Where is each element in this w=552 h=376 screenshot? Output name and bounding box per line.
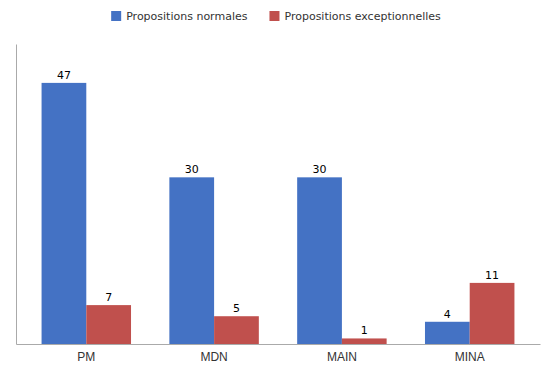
x-tick-label: PM (77, 350, 95, 364)
legend: Propositions normales Propositions except… (111, 10, 441, 23)
data-label: 30 (313, 163, 327, 176)
legend-swatch (111, 11, 121, 21)
x-tick: PM (77, 344, 95, 364)
x-axis: PM MDN MAIN MINA (17, 344, 541, 364)
bar (342, 338, 387, 344)
x-tick: MINA (455, 344, 485, 364)
bar (297, 177, 342, 344)
y-axis-line (16, 45, 17, 345)
data-label: 1 (361, 324, 368, 337)
chart-container: PMMDNMAINMINA473030475111Propositions no… (0, 0, 552, 376)
data-label: 47 (57, 69, 71, 82)
x-tick-label: MAIN (327, 350, 357, 364)
x-tick-label: MDN (200, 350, 227, 364)
data-label: 5 (233, 302, 240, 315)
bar (42, 83, 87, 344)
plot: PMMDNMAINMINA473030475111 (17, 45, 541, 364)
data-label: 30 (185, 163, 199, 176)
data-label: 4 (444, 308, 451, 321)
y-axis (16, 45, 17, 345)
x-tick-label: MINA (455, 350, 485, 364)
chart: PMMDNMAINMINA473030475111Propositions no… (0, 0, 552, 376)
bar (214, 316, 259, 344)
data-label: 7 (105, 291, 112, 304)
bars (42, 83, 515, 344)
legend-label: Propositions normales (126, 10, 248, 23)
data-label: 11 (485, 269, 499, 282)
bar (470, 283, 515, 344)
x-tick: MDN (200, 344, 227, 364)
bar-series (42, 83, 470, 344)
bar (86, 305, 131, 344)
data-labels: 473030475111 (57, 69, 499, 338)
legend-item: Propositions normales (111, 10, 248, 23)
bar (169, 177, 214, 344)
legend-swatch (269, 11, 279, 21)
legend-item: Propositions exceptionnelles (269, 10, 441, 23)
bar-series (86, 283, 514, 344)
x-tick: MAIN (327, 344, 357, 364)
legend-label: Propositions exceptionnelles (284, 10, 441, 23)
bar (425, 322, 470, 344)
x-axis-line (17, 344, 541, 345)
